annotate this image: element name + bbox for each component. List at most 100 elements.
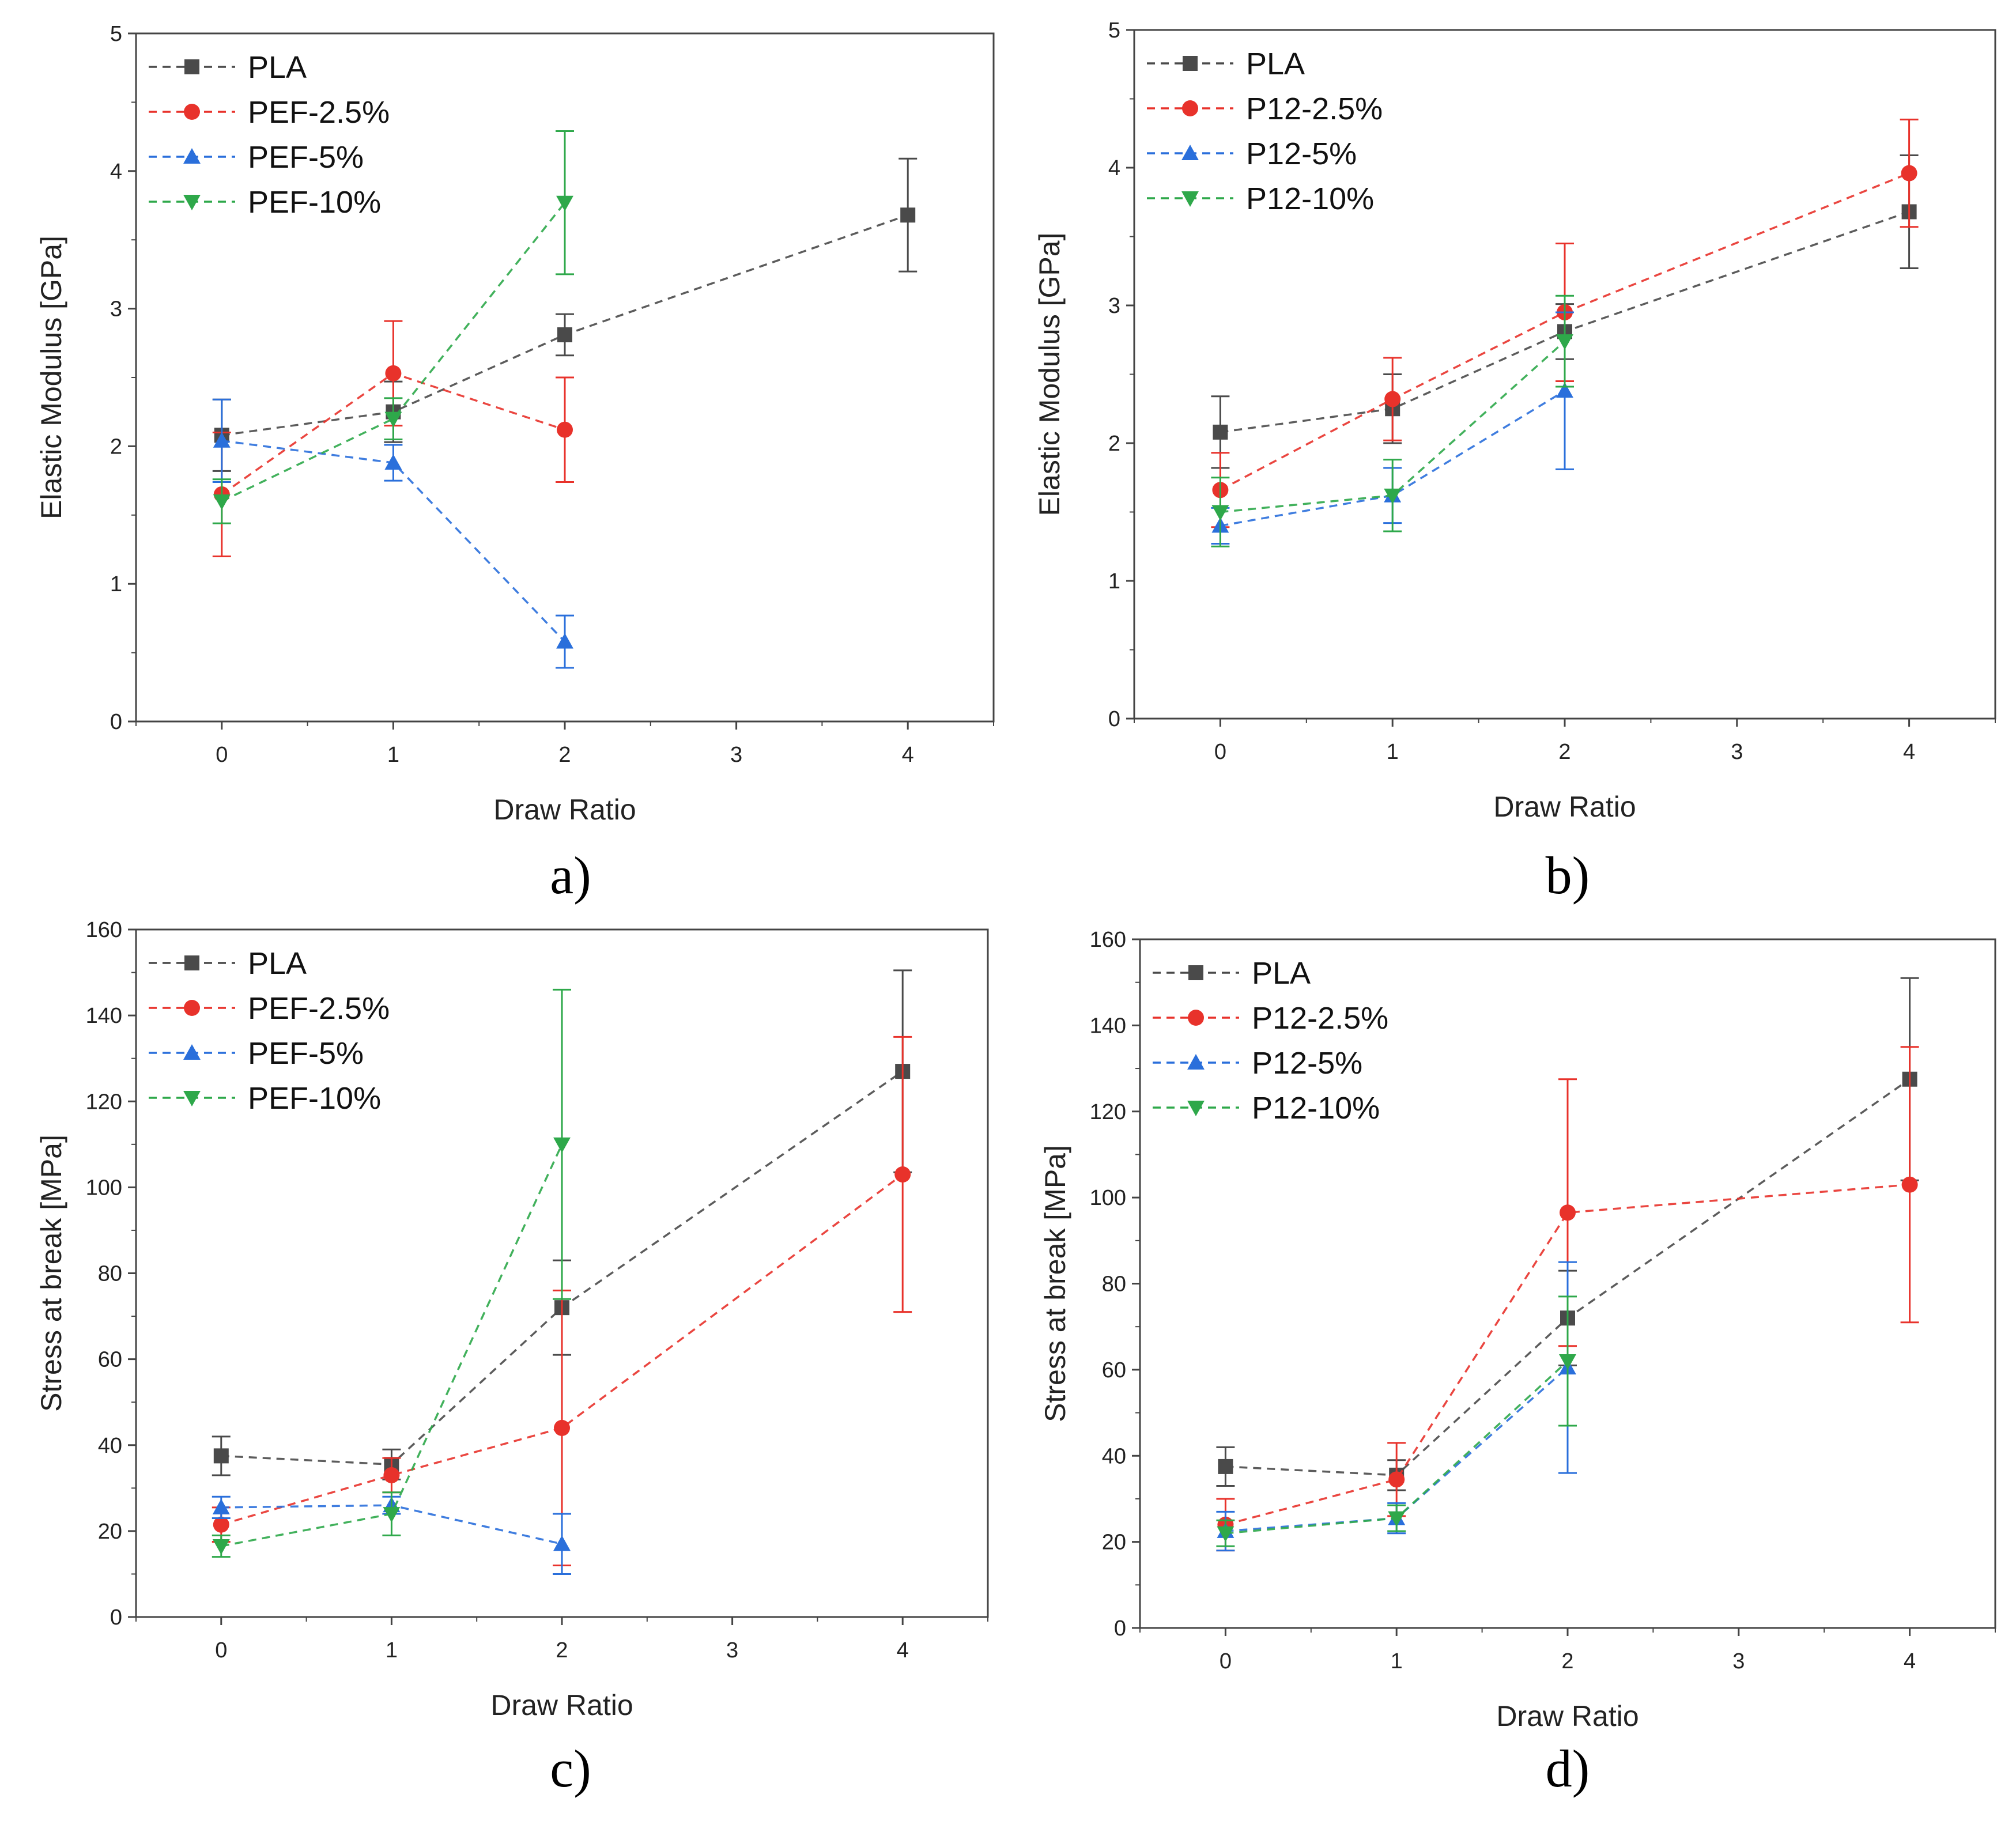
legend-label: PLA	[248, 946, 307, 981]
data-point	[554, 1419, 570, 1436]
legend: PLA P12-2.5% P12-5% P12-10%	[1147, 47, 1383, 216]
x-tick-label: 1	[387, 743, 399, 767]
data-point	[1559, 1354, 1576, 1370]
data-point	[1218, 1459, 1233, 1474]
chart-panel-b: 0 1 2 3 4 5 0 1 2 3 4 Draw Ratio Elastic Modulus [GP…	[1033, 18, 1996, 905]
y-tick-label: 0	[110, 1605, 122, 1630]
series-line	[221, 202, 566, 503]
y-tick-label: 5	[1108, 18, 1120, 43]
data-point	[1384, 391, 1401, 407]
data-point	[553, 1137, 571, 1153]
legend: PLA PEF-2.5% PEF-5% PEF-10%	[149, 50, 390, 220]
legend-marker	[1188, 965, 1203, 980]
y-tick-label: 0	[1114, 1616, 1126, 1641]
data-point	[557, 421, 573, 438]
series-pef-5-	[212, 398, 574, 669]
data-point	[212, 1539, 230, 1555]
y-tick-label: 2	[110, 435, 122, 459]
legend-item: PLA	[149, 50, 307, 85]
data-point	[383, 1507, 401, 1522]
legend-marker	[183, 1091, 201, 1106]
legend-marker	[183, 1044, 201, 1060]
y-tick-label: 1	[1108, 569, 1120, 594]
legend-marker	[183, 195, 201, 210]
y-tick-label: 4	[1108, 156, 1120, 180]
panel-caption: d)	[1546, 1739, 1590, 1798]
series-line	[1220, 172, 1910, 491]
x-tick-label: 1	[1387, 740, 1399, 764]
y-tick-label: 0	[110, 710, 122, 734]
data-point	[556, 633, 573, 649]
legend-marker	[1181, 191, 1199, 207]
legend-item: P12-10%	[1153, 1091, 1380, 1125]
data-point	[213, 1516, 229, 1533]
legend-label: PLA	[1246, 47, 1305, 81]
chart-panel-c: 0 20 40 60 80 100 120 140 160 0 1 2 3 4 Draw Ratio Stre…	[35, 918, 989, 1798]
x-tick-label: 2	[1561, 1649, 1573, 1673]
legend-item: P12-5%	[1147, 137, 1357, 171]
legend-label: PEF-5%	[248, 1036, 364, 1071]
data-point	[384, 454, 402, 470]
legend-item: PEF-2.5%	[149, 991, 390, 1026]
y-axis-label: Elastic Modulus [GPa]	[1033, 233, 1066, 516]
legend-item: PLA	[1153, 956, 1311, 991]
data-point	[556, 195, 573, 211]
data-point	[553, 1535, 571, 1551]
legend-marker	[1181, 145, 1199, 160]
legend-label: P12-5%	[1246, 137, 1357, 171]
legend-marker	[184, 955, 199, 970]
y-tick-label: 1	[110, 572, 122, 596]
y-tick-label: 2	[1108, 432, 1120, 456]
panel-caption: b)	[1546, 846, 1590, 905]
data-point	[1556, 334, 1573, 350]
series-pef-10-	[212, 130, 574, 524]
legend-marker	[184, 104, 200, 120]
legend-label: PLA	[248, 50, 307, 85]
y-tick-label: 100	[1090, 1186, 1126, 1210]
legend-item: PEF-5%	[149, 140, 364, 175]
x-tick-label: 0	[216, 743, 228, 767]
y-tick-label: 140	[86, 1004, 122, 1028]
data-point	[212, 1498, 230, 1514]
x-axis-label: Draw Ratio	[1496, 1700, 1639, 1732]
data-point	[1211, 505, 1229, 521]
legend-marker	[1183, 56, 1198, 71]
legend-item: PEF-10%	[149, 185, 381, 220]
x-tick-label: 4	[897, 1638, 909, 1663]
legend-marker	[183, 148, 201, 164]
legend-marker	[1187, 1101, 1205, 1116]
data-point	[1384, 488, 1402, 504]
x-tick-label: 3	[1731, 740, 1743, 764]
x-tick-label: 4	[1904, 1649, 1916, 1673]
y-tick-label: 160	[1090, 928, 1126, 952]
y-tick-label: 80	[1102, 1272, 1126, 1297]
x-tick-label: 2	[558, 743, 571, 767]
legend-marker	[184, 1000, 200, 1016]
data-point	[1213, 424, 1228, 440]
data-point	[1556, 382, 1573, 398]
series-line	[221, 214, 908, 437]
series-line	[1220, 390, 1565, 527]
series-line	[221, 1070, 904, 1466]
legend-item: P12-2.5%	[1153, 1001, 1388, 1036]
legend-label: PLA	[1252, 956, 1311, 991]
y-axis-label: Elastic Modulus [GPa]	[35, 236, 67, 519]
x-tick-label: 1	[1391, 1649, 1403, 1673]
y-tick-label: 40	[98, 1434, 122, 1458]
legend-label: PEF-2.5%	[248, 95, 390, 130]
y-tick-label: 40	[1102, 1444, 1126, 1468]
legend-label: P12-2.5%	[1252, 1001, 1388, 1036]
series-p12-10-	[1216, 1295, 1577, 1547]
y-tick-label: 20	[98, 1520, 122, 1544]
chart-panel-d: 0 20 40 60 80 100 120 140 160 0 1 2 3 4 Draw Ratio Stre…	[1039, 928, 1996, 1798]
legend: PLA PEF-2.5% PEF-5% PEF-10%	[149, 946, 390, 1116]
legend-item: P12-2.5%	[1147, 92, 1383, 126]
y-tick-label: 100	[86, 1176, 122, 1200]
data-point	[1388, 1471, 1405, 1488]
data-point	[1560, 1204, 1576, 1221]
x-tick-label: 0	[215, 1638, 227, 1663]
data-point	[1217, 1526, 1234, 1542]
data-point	[213, 1448, 229, 1464]
y-tick-label: 5	[110, 22, 122, 46]
